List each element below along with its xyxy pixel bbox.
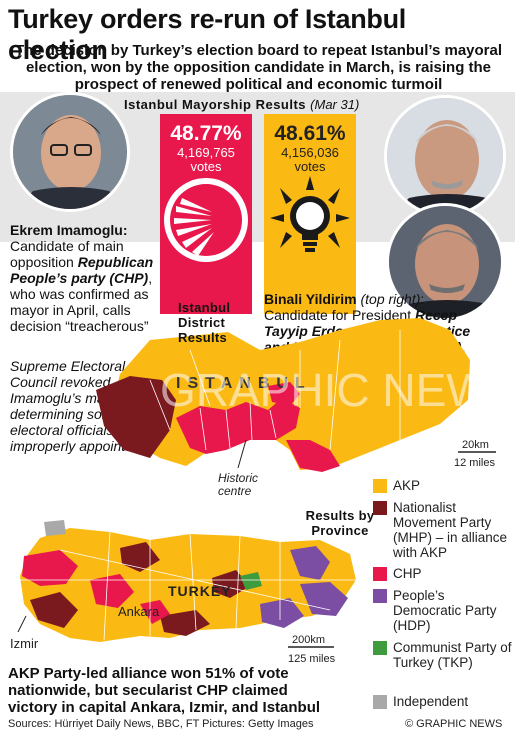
imamoglu-desc-b: , who was confirmed as mayor in April, c… (10, 270, 153, 334)
akp-votes: 4,156,036 (281, 145, 339, 160)
imamoglu-name: Ekrem Imamoglu: (10, 222, 128, 238)
akp-bar: 48.61% 4,156,036 votes (264, 114, 356, 314)
chp-percent: 48.77% (170, 122, 242, 145)
results-date: (Mar 31) (310, 97, 360, 112)
legend-swatch-tkp (373, 641, 387, 655)
province-results-title: Results by Province (305, 508, 375, 538)
akp-percent: 48.61% (274, 122, 346, 145)
chp-votes: 4,169,765 (177, 145, 235, 160)
chp-logo-icon (164, 178, 248, 262)
imamoglu-party: Republican People’s party (CHP) (10, 254, 154, 286)
turkey-map-label: TURKEY (168, 583, 232, 599)
sources: Sources: Hürriyet Daily News, BBC, FT Pi… (8, 718, 314, 730)
legend-label-akp: AKP (393, 478, 421, 493)
historic-centre-label-1: Historic (218, 471, 258, 485)
results-title-text: Istanbul Mayorship Results (124, 97, 307, 112)
turkey-province-map: TURKEY Ankara Izmir 200km 125 miles (10, 520, 356, 665)
credit: © GRAPHIC NEWS (405, 718, 503, 730)
legend-label-tkp: Communist Party of Turkey (TKP) (393, 640, 512, 670)
legend-swatch-chp (373, 567, 387, 581)
yildirim-desc-a: : Candidate for President (264, 291, 425, 323)
imamoglu-caption: Ekrem Imamoglu: Candidate of main opposi… (10, 222, 175, 334)
historic-centre-label-2: centre (218, 484, 252, 498)
izmir-label: Izmir (10, 636, 39, 651)
scale-province-km: 200km (292, 634, 325, 646)
legend-swatch-hdp (373, 589, 387, 603)
legend-label-independent: Independent (393, 694, 469, 709)
ankara-label: Ankara (118, 604, 160, 619)
yildirim-note: (top right) (360, 291, 421, 307)
scale-district-km: 20km (462, 439, 489, 451)
revoke-annotation: Supreme Electoral Council revoked Imamog… (10, 358, 172, 454)
chp-bar: 48.77% 4,169,765 votes (160, 114, 252, 314)
legend-swatch-mhp (373, 501, 387, 515)
imamoglu-photo (10, 92, 130, 212)
page-title: Turkey orders re-run of Istanbul electio… (8, 4, 406, 65)
district-results-title: Istanbul District Results (178, 300, 231, 345)
legend-label-chp: CHP (393, 566, 422, 581)
erdogan-photo (386, 203, 504, 321)
chp-votes-word: votes (190, 159, 222, 174)
watermark: GRAPHIC NEWS (160, 364, 515, 416)
yildirim-name: Binali Yildirim (264, 291, 357, 307)
imamoglu-desc-a: Candidate of main opposition (10, 238, 124, 270)
summary-text: AKP Party-led alliance won 51% of vote n… (8, 665, 321, 716)
akp-lightbulb-icon (270, 176, 350, 252)
page-subtitle: The decision by Turkey’s election board … (14, 42, 503, 93)
istanbul-district-map: ISTANBUL GRAPHIC NEWS Historic centre 20… (96, 318, 515, 498)
scale-province-mi: 125 miles (288, 653, 336, 665)
legend-label-mhp: Nationalist Movement Party (MHP) – in al… (393, 500, 508, 560)
akp-votes-word: votes (294, 159, 326, 174)
scale-district-mi: 12 miles (454, 457, 495, 469)
legend-swatch-akp (373, 479, 387, 493)
legend-swatch-independent (373, 695, 387, 709)
results-title: Istanbul Mayorship Results (Mar 31) (124, 97, 359, 112)
yildirim-photo (384, 95, 506, 217)
legend-label-hdp: People’s Democratic Party (HDP) (393, 588, 497, 633)
istanbul-map-label: ISTANBUL (176, 375, 312, 392)
